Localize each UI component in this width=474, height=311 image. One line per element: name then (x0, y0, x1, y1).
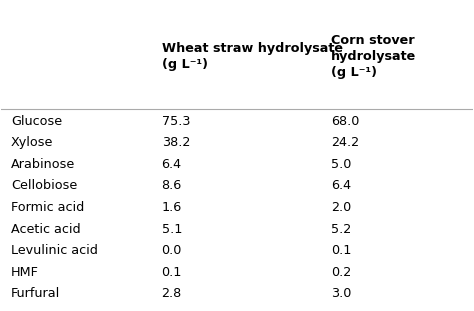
Text: 0.1: 0.1 (331, 244, 352, 257)
Text: 5.1: 5.1 (162, 222, 182, 235)
Text: 0.0: 0.0 (162, 244, 182, 257)
Text: 0.2: 0.2 (331, 266, 352, 279)
Text: 6.4: 6.4 (162, 158, 182, 171)
Text: 38.2: 38.2 (162, 136, 190, 149)
Text: Acetic acid: Acetic acid (11, 222, 81, 235)
Text: 1.6: 1.6 (162, 201, 182, 214)
Text: 8.6: 8.6 (162, 179, 182, 193)
Text: Corn stover
hydrolysate
(g L⁻¹): Corn stover hydrolysate (g L⁻¹) (331, 35, 417, 79)
Text: 3.0: 3.0 (331, 287, 352, 300)
Text: 75.3: 75.3 (162, 115, 190, 128)
Text: HMF: HMF (11, 266, 39, 279)
Text: Xylose: Xylose (11, 136, 53, 149)
Text: 24.2: 24.2 (331, 136, 359, 149)
Text: 5.0: 5.0 (331, 158, 352, 171)
Text: Wheat straw hydrolysate
(g L⁻¹): Wheat straw hydrolysate (g L⁻¹) (162, 42, 343, 71)
Text: Arabinose: Arabinose (11, 158, 75, 171)
Text: 68.0: 68.0 (331, 115, 360, 128)
Text: Levulinic acid: Levulinic acid (11, 244, 98, 257)
Text: Glucose: Glucose (11, 115, 62, 128)
Text: Cellobiose: Cellobiose (11, 179, 77, 193)
Text: 5.2: 5.2 (331, 222, 352, 235)
Text: 2.0: 2.0 (331, 201, 352, 214)
Text: 0.1: 0.1 (162, 266, 182, 279)
Text: Furfural: Furfural (11, 287, 60, 300)
Text: Formic acid: Formic acid (11, 201, 84, 214)
Text: 2.8: 2.8 (162, 287, 182, 300)
Text: 6.4: 6.4 (331, 179, 351, 193)
